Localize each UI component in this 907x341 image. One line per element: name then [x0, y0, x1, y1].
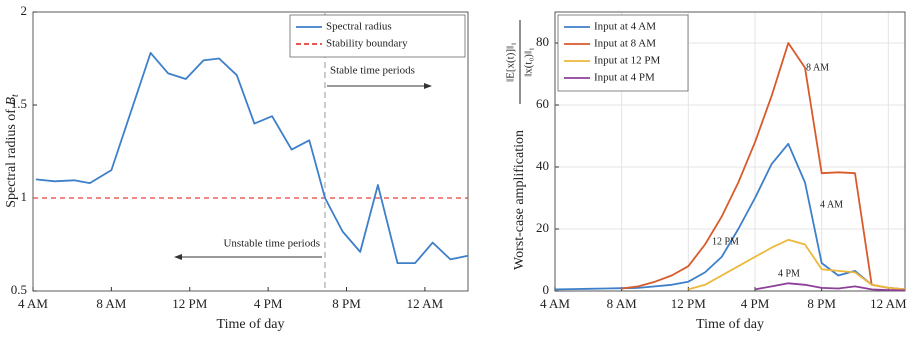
x-tick-label: 4 PM: [254, 296, 283, 311]
x-tick-label: 12 AM: [407, 296, 444, 311]
x-tick-label: 8 AM: [607, 296, 637, 311]
y-label-var: B: [4, 97, 19, 106]
y-tick-label: 0: [543, 282, 550, 297]
legend-label: Input at 4 PM: [594, 72, 655, 84]
y-tick-label: 1.5: [11, 96, 27, 111]
legend-label: Stability boundary: [326, 38, 408, 50]
legend-box: [289, 14, 466, 58]
y-tick-label: 40: [536, 158, 549, 173]
y-axis-label: Spectral radius of Bt: [4, 94, 21, 208]
y-label-sub: t: [10, 94, 21, 97]
arrow-head: [424, 83, 432, 89]
x-tick-label: 8 PM: [332, 296, 361, 311]
x-tick-label: 12 PM: [671, 296, 706, 311]
plot-frame: [32, 11, 469, 292]
x-tick-label: 8 AM: [96, 296, 126, 311]
annotation: 4 AM: [820, 199, 843, 210]
chart: 0 20 40 60 80 4 AM 8 AM 12 PM 4 PM 8 PM 12 AM Time …: [505, 11, 907, 332]
x-tick-label: 4 AM: [18, 296, 48, 311]
legend: Input at 4 AM Input at 8 AM Input at 12 PM…: [557, 14, 689, 92]
legend-label: Input at 12 PM: [594, 55, 661, 67]
y-label-denominator: ‖x(t₀)‖₁: [523, 47, 535, 77]
data-line: [621, 42, 906, 291]
y-tick-label: 20: [536, 220, 549, 235]
y-tick-label: 1: [21, 189, 28, 204]
data-line: [554, 142, 906, 291]
y-label-numerator: ‖E[x(t)]‖₁: [505, 42, 517, 82]
x-tick-label: 4 PM: [741, 296, 770, 311]
x-tick-label: 8 PM: [807, 296, 836, 311]
arrow-head: [174, 254, 182, 260]
annotation: Unstable time periods: [223, 238, 320, 250]
y-tick-label: 60: [536, 96, 549, 111]
legend-label: Spectral radius: [326, 21, 392, 33]
legend-label: Input at 8 AM: [594, 38, 656, 50]
x-tick-label: 12 AM: [870, 296, 907, 311]
data-line: [688, 238, 906, 291]
y-axis-label: Worst-case amplification: [512, 130, 527, 270]
y-label-text: Spectral radius of: [4, 106, 19, 208]
x-axis-label: Time of day: [217, 317, 285, 332]
x-tick-label: 4 AM: [540, 296, 570, 311]
plot-frame: [554, 11, 906, 292]
annotation: 4 PM: [778, 268, 800, 279]
y-tick-label: 80: [536, 34, 549, 49]
x-axis-label: Time of day: [696, 317, 764, 332]
chart: 0.5 1 1.5 2 4 AM 8 AM 12 PM 4 PM 8 PM 12 AM Time o…: [4, 3, 469, 332]
x-tick-label: 12 PM: [172, 296, 207, 311]
y-tick-label: 2: [21, 3, 28, 18]
data-line: [35, 52, 469, 264]
annotation: 8 AM: [806, 62, 829, 73]
annotation: 12 PM: [712, 236, 739, 247]
annotation: Stable time periods: [330, 65, 415, 77]
legend-label: Input at 4 AM: [594, 21, 656, 33]
data-line: [754, 282, 906, 292]
legend: Spectral radius Stability boundary: [289, 14, 466, 58]
y-tick-label: 0.5: [11, 282, 27, 297]
y-label-fraction: ‖E[x(t)]‖₁ ‖x(t₀)‖₁: [505, 20, 535, 104]
